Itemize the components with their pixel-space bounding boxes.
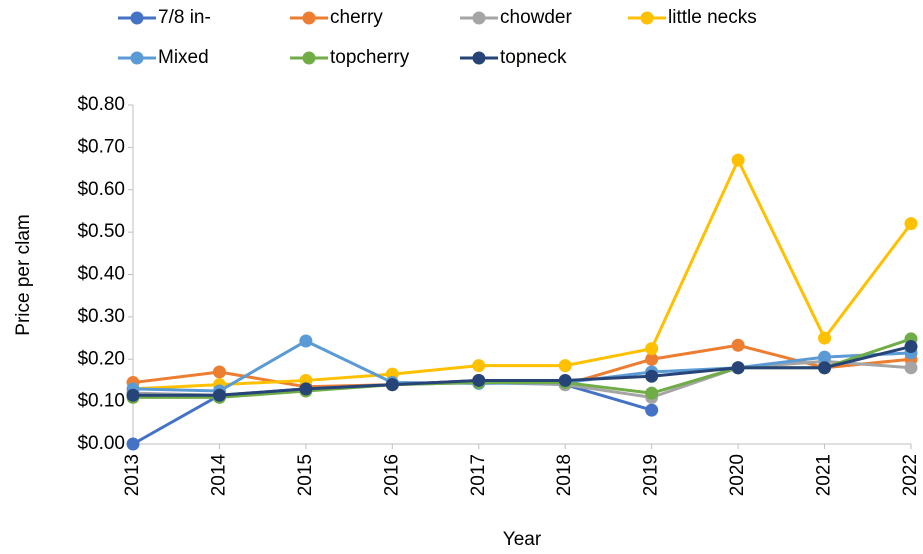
series-point xyxy=(472,359,486,373)
series-point xyxy=(904,340,918,354)
series-point xyxy=(645,386,659,400)
series-point xyxy=(385,378,399,392)
series-point xyxy=(904,217,918,231)
legend-label: cherry xyxy=(330,7,383,28)
x-tick-label: 2013 xyxy=(122,454,143,496)
legend-marker xyxy=(472,51,486,65)
series-point xyxy=(126,437,140,451)
series-point xyxy=(126,388,140,402)
y-tick-label: $0.80 xyxy=(77,94,125,115)
y-tick-label: $0.60 xyxy=(77,179,125,200)
legend-marker xyxy=(130,11,144,25)
series-point xyxy=(904,361,918,375)
x-tick-label: 2014 xyxy=(208,454,229,497)
series-point xyxy=(299,334,313,348)
x-tick-label: 2019 xyxy=(641,454,662,496)
x-tick-label: 2021 xyxy=(814,454,835,496)
y-tick-label: $0.30 xyxy=(77,306,125,327)
series-point xyxy=(645,403,659,417)
x-tick-label: 2015 xyxy=(295,454,316,496)
legend-marker xyxy=(640,11,654,25)
x-tick-label: 2016 xyxy=(381,454,402,496)
y-tick-label: $0.50 xyxy=(77,221,125,242)
series-point xyxy=(731,338,745,352)
y-axis-label: Price per clam xyxy=(13,214,34,335)
series-point xyxy=(212,388,226,402)
y-tick-label: $0.10 xyxy=(77,391,125,412)
x-tick-label: 2017 xyxy=(468,454,489,496)
legend-label: topcherry xyxy=(330,47,410,68)
legend-label: Mixed xyxy=(158,47,209,68)
x-tick-label: 2018 xyxy=(554,454,575,496)
y-tick-label: $0.00 xyxy=(77,433,125,454)
y-tick-label: $0.70 xyxy=(77,136,125,157)
series-point xyxy=(818,350,832,364)
x-tick-label: 2022 xyxy=(900,454,921,496)
y-tick-label: $0.20 xyxy=(77,348,125,369)
series-point xyxy=(472,373,486,387)
series-point xyxy=(558,373,572,387)
legend-marker xyxy=(130,51,144,65)
series-point xyxy=(731,153,745,167)
x-tick-label: 2020 xyxy=(727,454,748,496)
legend-marker xyxy=(302,51,316,65)
series-point xyxy=(299,382,313,396)
x-axis-label: Year xyxy=(503,529,542,550)
legend-marker xyxy=(472,11,486,25)
legend-label: little necks xyxy=(668,7,757,28)
legend-marker xyxy=(302,11,316,25)
series-point xyxy=(645,352,659,366)
series-line xyxy=(133,345,912,397)
series-point xyxy=(558,359,572,373)
series-point xyxy=(212,365,226,379)
legend-label: chowder xyxy=(500,7,572,28)
series-point xyxy=(645,369,659,383)
series-point xyxy=(645,342,659,356)
series-point xyxy=(818,331,832,345)
series-line xyxy=(132,158,913,391)
legend-label: topneck xyxy=(500,47,567,68)
series-point xyxy=(731,361,745,375)
y-tick-label: $0.40 xyxy=(77,264,125,285)
series-point xyxy=(818,361,832,375)
legend-label: 7/8 in- xyxy=(158,7,211,28)
